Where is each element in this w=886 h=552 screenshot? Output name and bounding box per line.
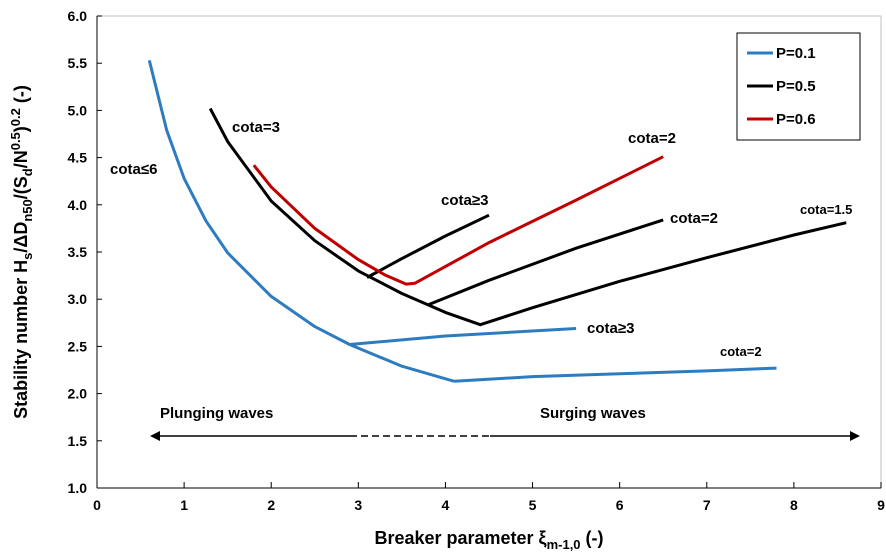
y-tick-label: 1.0 [68, 480, 88, 496]
y-tick-label: 1.5 [68, 433, 88, 449]
legend-label: P=0.1 [776, 45, 816, 62]
arrow-head [150, 431, 160, 441]
y-tick-label: 4.5 [68, 150, 88, 166]
series-line [147, 60, 777, 383]
y-tick-label: 4.0 [68, 197, 88, 213]
annotation: cota≤6 [110, 161, 157, 178]
x-tick-label: 7 [703, 497, 711, 513]
y-tick-label: 2.5 [68, 338, 88, 354]
wave-arrow [150, 431, 860, 441]
arrow-head [850, 431, 860, 441]
x-tick-label: 6 [616, 497, 624, 513]
y-tick-label: 3.5 [68, 244, 88, 260]
annotation: cota≥3 [441, 192, 488, 209]
y-tick-label: 3.0 [68, 291, 88, 307]
annotation: cota≥3 [587, 320, 634, 337]
y-tick-label: 5.0 [68, 102, 88, 118]
y-tick-label: 5.5 [68, 55, 88, 71]
x-tick-label: 9 [877, 497, 885, 513]
y-axis-label: Stability number Hs/ΔDn50/(Sd/N0.5)0.2 (… [8, 85, 35, 419]
x-tick-label: 4 [442, 497, 450, 513]
annotation: cota=1.5 [800, 202, 852, 217]
annotation: Surging waves [540, 405, 646, 422]
x-tick-label: 1 [180, 497, 188, 513]
annotation: cota=2 [720, 344, 762, 359]
x-tick-label: 3 [354, 497, 362, 513]
y-tick-label: 2.0 [68, 386, 88, 402]
legend-label: P=0.6 [776, 111, 816, 128]
annotation: Plunging waves [160, 405, 273, 422]
legend: P=0.1 P=0.5 P=0.6 [736, 32, 861, 141]
annotation: cota=2 [628, 130, 676, 147]
legend-label: P=0.5 [776, 78, 816, 95]
annotation: cota=3 [232, 119, 280, 136]
x-axis-label: Breaker parameter ξm-1,0 (-) [374, 528, 603, 552]
y-tick-label: 6.0 [68, 8, 88, 24]
x-tick-label: 0 [93, 497, 101, 513]
annotation: cota=2 [670, 210, 718, 227]
x-tick-label: 2 [267, 497, 275, 513]
x-tick-label: 5 [529, 497, 537, 513]
series-line [252, 155, 664, 286]
series-line [208, 107, 847, 327]
x-tick-label: 8 [790, 497, 798, 513]
